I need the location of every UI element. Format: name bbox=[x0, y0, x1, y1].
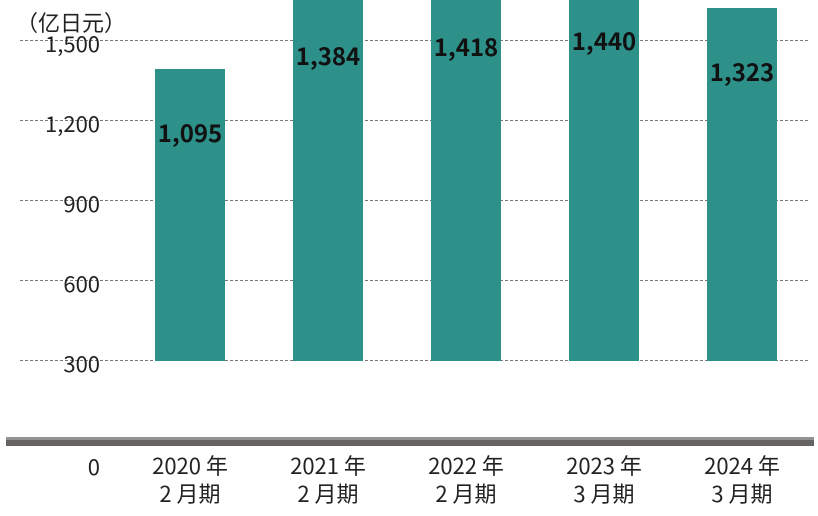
x-axis-line-lower bbox=[6, 440, 814, 446]
x-tick-label: 2022 年 2 月期 bbox=[396, 452, 536, 507]
x-tick-label: 2021 年 2 月期 bbox=[258, 452, 398, 507]
bar bbox=[155, 69, 225, 361]
bar-value-label: 1,384 bbox=[268, 37, 388, 72]
y-tick-label: 0 bbox=[10, 450, 100, 482]
x-tick-label: 2024 年 3 月期 bbox=[672, 452, 812, 507]
bar-value-label: 1,095 bbox=[130, 114, 250, 149]
x-tick-label: 2020 年 2 月期 bbox=[120, 452, 260, 507]
bar-value-label: 1,418 bbox=[406, 28, 526, 63]
bar-chart: （亿日元） 03006009001,2001,500 1,0951,3841,4… bbox=[0, 0, 818, 516]
bar-value-label: 1,440 bbox=[544, 22, 664, 57]
x-tick-label: 2023 年 3 月期 bbox=[534, 452, 674, 507]
bar-value-label: 1,323 bbox=[682, 53, 802, 88]
